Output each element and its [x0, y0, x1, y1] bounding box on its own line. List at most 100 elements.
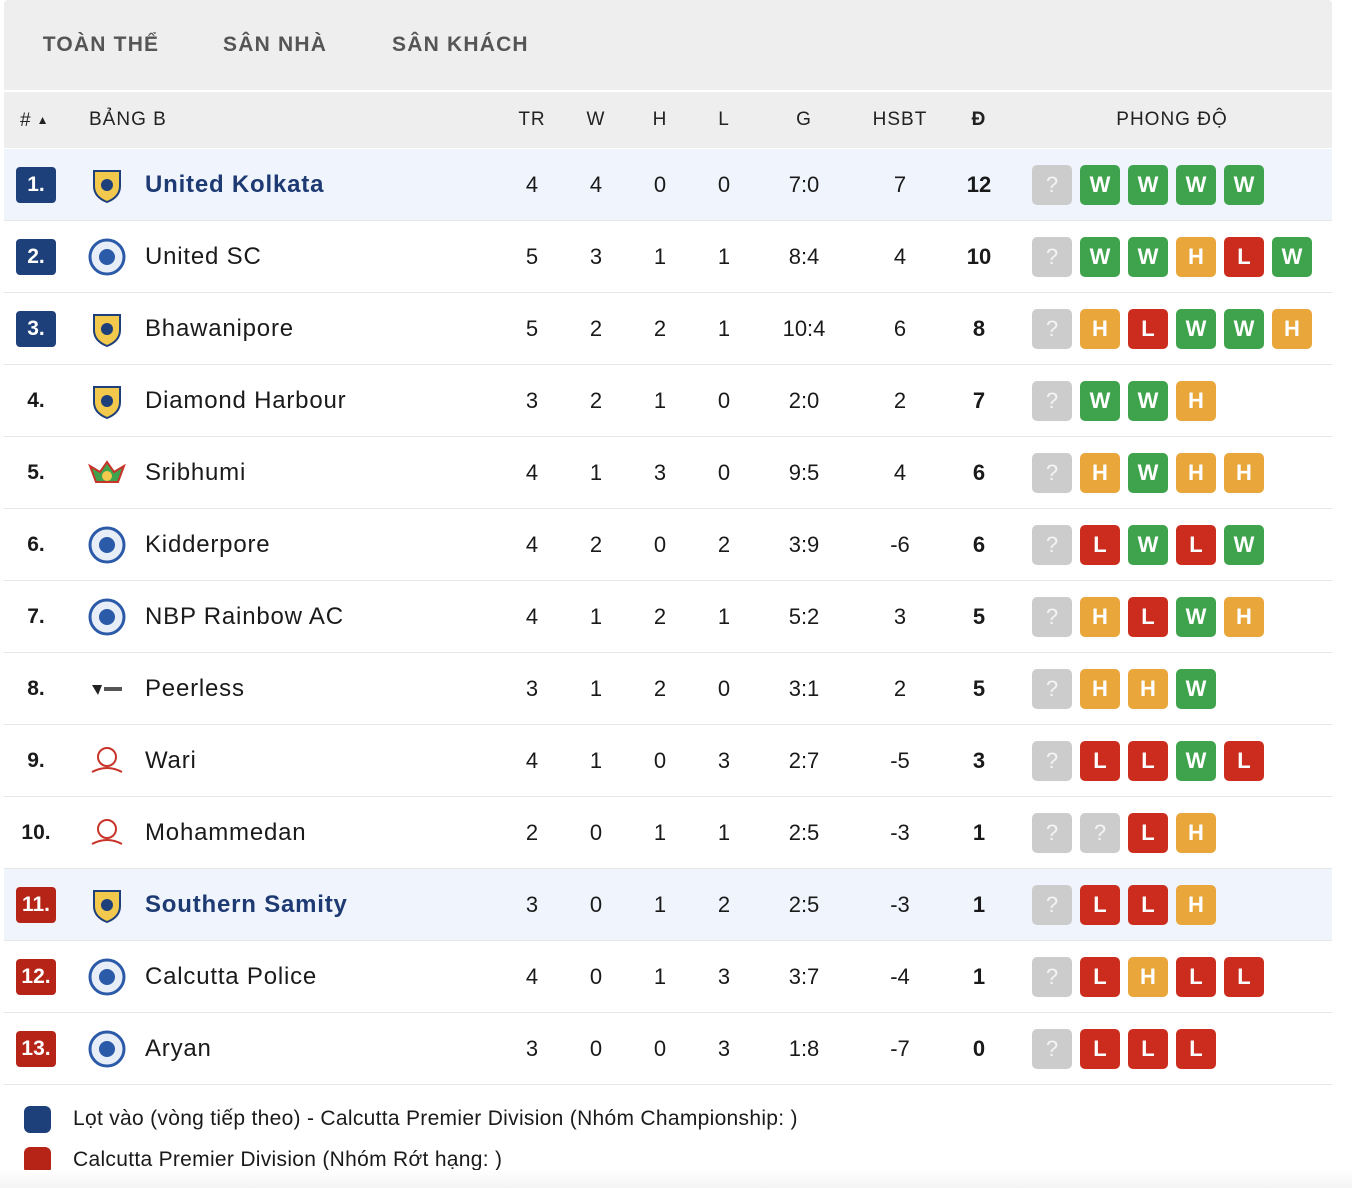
team-name-link[interactable]: Southern Samity — [145, 891, 348, 918]
team-name-link[interactable]: United SC — [145, 243, 262, 270]
form-badge[interactable]: W — [1128, 525, 1168, 565]
table-row[interactable]: 10. Mohammedan 2 0 1 1 2:5 -3 1?? L H — [4, 797, 1332, 869]
table-row[interactable]: 7. NBP Rainbow AC 4 1 2 1 5:2 3 5? H L W H — [4, 581, 1332, 653]
team-name-link[interactable]: NBP Rainbow AC — [145, 603, 344, 630]
header-goal-diff[interactable]: HSBT — [872, 109, 928, 130]
form-badge[interactable]: H — [1224, 597, 1264, 637]
form-badge[interactable]: ? — [1032, 381, 1072, 421]
form-badge[interactable]: H — [1080, 453, 1120, 493]
form-badge[interactable]: L — [1080, 957, 1120, 997]
form-badge[interactable]: ? — [1032, 669, 1072, 709]
form-badge[interactable]: W — [1128, 237, 1168, 277]
tab-home[interactable]: SÂN NHÀ — [223, 33, 328, 56]
form-badge[interactable]: W — [1080, 237, 1120, 277]
form-badge[interactable]: ? — [1032, 165, 1072, 205]
table-row[interactable]: 2. United SC 5 3 1 1 8:4 4 10? W W H L W — [4, 221, 1332, 293]
table-row[interactable]: 12. Calcutta Police 4 0 1 3 3:7 -4 1? L H L L — [4, 941, 1332, 1013]
form-badge[interactable]: L — [1128, 1029, 1168, 1069]
form-badge[interactable]: L — [1128, 597, 1168, 637]
team-name-link[interactable]: Calcutta Police — [145, 963, 318, 990]
tab-away[interactable]: SÂN KHÁCH — [392, 33, 529, 56]
header-goals[interactable]: G — [796, 109, 812, 130]
form-badge[interactable]: ? — [1032, 525, 1072, 565]
form-badge[interactable]: L — [1128, 813, 1168, 853]
form-badge[interactable]: L — [1080, 525, 1120, 565]
form-badge[interactable]: W — [1176, 165, 1216, 205]
form-badge[interactable]: W — [1176, 669, 1216, 709]
form-badge[interactable]: L — [1176, 525, 1216, 565]
team-name-link[interactable]: Aryan — [145, 1035, 212, 1062]
header-lost[interactable]: L — [718, 109, 730, 130]
form-badge[interactable]: W — [1128, 165, 1168, 205]
form-badge[interactable]: W — [1128, 381, 1168, 421]
form-badge[interactable]: W — [1128, 453, 1168, 493]
table-row[interactable]: 4. Diamond Harbour 3 2 1 0 2:0 2 7? W W H — [4, 365, 1332, 437]
table-row[interactable]: 1. United Kolkata 4 4 0 0 7:0 7 12? W W W W — [4, 149, 1332, 221]
form-badge[interactable]: W — [1224, 165, 1264, 205]
form-badge[interactable]: L — [1080, 1029, 1120, 1069]
form-badge[interactable]: H — [1080, 309, 1120, 349]
form-badge[interactable]: W — [1176, 597, 1216, 637]
team-name-link[interactable]: Diamond Harbour — [145, 387, 347, 414]
form-badge[interactable]: H — [1224, 453, 1264, 493]
form-badge[interactable]: H — [1176, 237, 1216, 277]
form-badge[interactable]: L — [1176, 1029, 1216, 1069]
table-row[interactable]: 9. Wari 4 1 0 3 2:7 -5 3? L L W L — [4, 725, 1332, 797]
form-badge[interactable]: ? — [1032, 813, 1072, 853]
form-badge[interactable]: L — [1224, 957, 1264, 997]
form-badge[interactable]: H — [1272, 309, 1312, 349]
team-name-link[interactable]: Wari — [145, 747, 197, 774]
form-badge[interactable]: W — [1176, 309, 1216, 349]
table-row[interactable]: 5. Sribhumi 4 1 3 0 9:5 4 6? H W H H — [4, 437, 1332, 509]
form-badge[interactable]: H — [1176, 813, 1216, 853]
table-row[interactable]: 6. Kidderpore 4 2 0 2 3:9 -6 6? L W L W — [4, 509, 1332, 581]
table-row[interactable]: 13. Aryan 3 0 0 3 1:8 -7 0? L L L — [4, 1013, 1332, 1085]
team-name-link[interactable]: Sribhumi — [145, 459, 247, 486]
form-badge[interactable]: ? — [1032, 1029, 1072, 1069]
team-name-link[interactable]: Peerless — [145, 675, 245, 702]
header-drawn[interactable]: H — [652, 109, 668, 130]
form-badge[interactable]: H — [1080, 597, 1120, 637]
header-won[interactable]: W — [586, 109, 606, 130]
form-badge[interactable]: ? — [1032, 309, 1072, 349]
header-rank[interactable]: # ▲ — [20, 110, 50, 131]
form-badge[interactable]: H — [1176, 453, 1216, 493]
form-badge[interactable]: W — [1080, 381, 1120, 421]
form-badge[interactable]: L — [1128, 741, 1168, 781]
tab-overall[interactable]: TOÀN THỂ — [42, 33, 160, 56]
form-badge[interactable]: ? — [1032, 453, 1072, 493]
form-badge[interactable]: ? — [1032, 237, 1072, 277]
form-badge[interactable]: L — [1080, 885, 1120, 925]
form-badge[interactable]: H — [1176, 885, 1216, 925]
form-badge[interactable]: W — [1272, 237, 1312, 277]
form-badge[interactable]: L — [1176, 957, 1216, 997]
team-name-link[interactable]: Kidderpore — [145, 531, 271, 558]
form-badge[interactable]: L — [1128, 885, 1168, 925]
form-badge[interactable]: W — [1224, 525, 1264, 565]
table-row[interactable]: 3. Bhawanipore 5 2 2 1 10:4 6 8? H L W W H — [4, 293, 1332, 365]
form-badge[interactable]: ? — [1032, 597, 1072, 637]
team-name-link[interactable]: Bhawanipore — [145, 315, 294, 342]
drawn-cell: 1 — [653, 820, 667, 845]
form-badge[interactable]: W — [1224, 309, 1264, 349]
team-name-link[interactable]: United Kolkata — [145, 171, 325, 198]
form-badge[interactable]: W — [1080, 165, 1120, 205]
form-badge[interactable]: L — [1080, 741, 1120, 781]
header-points[interactable]: Đ — [971, 109, 987, 130]
form-badge[interactable]: ? — [1032, 885, 1072, 925]
form-badge[interactable]: W — [1176, 741, 1216, 781]
table-row[interactable]: 8. Peerless 3 1 2 0 3:1 2 5? H H W — [4, 653, 1332, 725]
header-played[interactable]: TR — [518, 109, 546, 130]
form-badge[interactable]: H — [1080, 669, 1120, 709]
form-badge[interactable]: L — [1224, 237, 1264, 277]
form-badge[interactable]: ? — [1032, 741, 1072, 781]
form-badge[interactable]: L — [1128, 309, 1168, 349]
table-row[interactable]: 11. Southern Samity 3 0 1 2 2:5 -3 1? L L H — [4, 869, 1332, 941]
form-badge[interactable]: L — [1224, 741, 1264, 781]
form-badge[interactable]: H — [1176, 381, 1216, 421]
form-badge[interactable]: H — [1128, 669, 1168, 709]
team-name-link[interactable]: Mohammedan — [145, 819, 307, 846]
form-badge[interactable]: ? — [1032, 957, 1072, 997]
form-badge[interactable]: H — [1128, 957, 1168, 997]
form-badge[interactable]: ? — [1080, 813, 1120, 853]
